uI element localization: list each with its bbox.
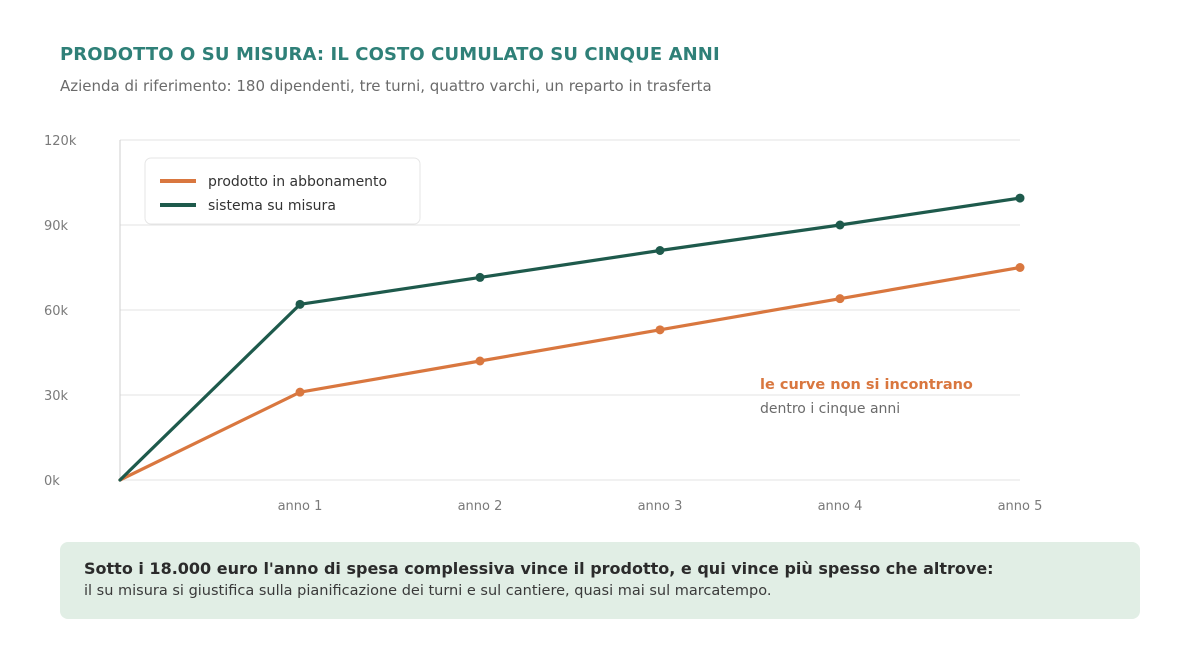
data-point	[475, 356, 485, 366]
y-tick-label: 30k	[44, 389, 69, 404]
data-point	[1015, 263, 1025, 272]
series-line	[118, 196, 1022, 482]
chart-title: PRODOTTO O SU MISURA: IL COSTO CUMULATO …	[60, 44, 720, 65]
data-point	[655, 246, 665, 255]
series-lines	[118, 193, 1025, 482]
x-tick-label: anno 1	[278, 499, 323, 514]
y-tick-label: 90k	[44, 219, 69, 234]
data-point	[655, 325, 665, 335]
annotation-title: le curve non si incontrano	[760, 377, 973, 393]
y-tick-label: 0k	[44, 474, 60, 489]
annotation: le curve non si incontrano dentro i cinq…	[760, 377, 973, 417]
data-point	[295, 387, 305, 397]
y-tick-label: 120k	[44, 134, 77, 149]
callout-text: il su misura si giustifica sulla pianifi…	[84, 583, 772, 599]
legend-label: prodotto in abbonamento	[208, 174, 387, 190]
x-tick-label: anno 4	[818, 499, 863, 514]
grid-lines	[120, 139, 1020, 481]
y-tick-label: 60k	[44, 304, 69, 319]
data-point	[835, 294, 845, 304]
callout-headline: Sotto i 18.000 euro l'anno di spesa comp…	[84, 559, 994, 578]
annotation-text: dentro i cinque anni	[760, 401, 900, 417]
x-tick-label: anno 2	[458, 499, 503, 514]
data-point	[835, 220, 845, 230]
chart-subtitle: Azienda di riferimento: 180 dipendenti, …	[60, 77, 712, 95]
axes: 0k 30k 60k 90k 120k anno 1 anno 2 anno 3 anno 4 a…	[44, 134, 1042, 514]
line-chart: 0k 30k 60k 90k 120k anno 1 anno 2 anno 3 anno 4 a…	[44, 134, 1042, 514]
data-point	[295, 299, 305, 309]
series-line	[118, 265, 1022, 482]
data-point	[475, 272, 485, 282]
data-point	[1015, 193, 1025, 203]
x-tick-label: anno 5	[998, 499, 1043, 514]
legend: prodotto in abbonamento sistema su misura	[144, 157, 421, 225]
legend-box	[144, 157, 421, 225]
legend-label: sistema su misura	[208, 198, 336, 214]
x-tick-label: anno 3	[638, 499, 683, 514]
insight-callout: Sotto i 18.000 euro l'anno di spesa comp…	[60, 542, 1140, 619]
